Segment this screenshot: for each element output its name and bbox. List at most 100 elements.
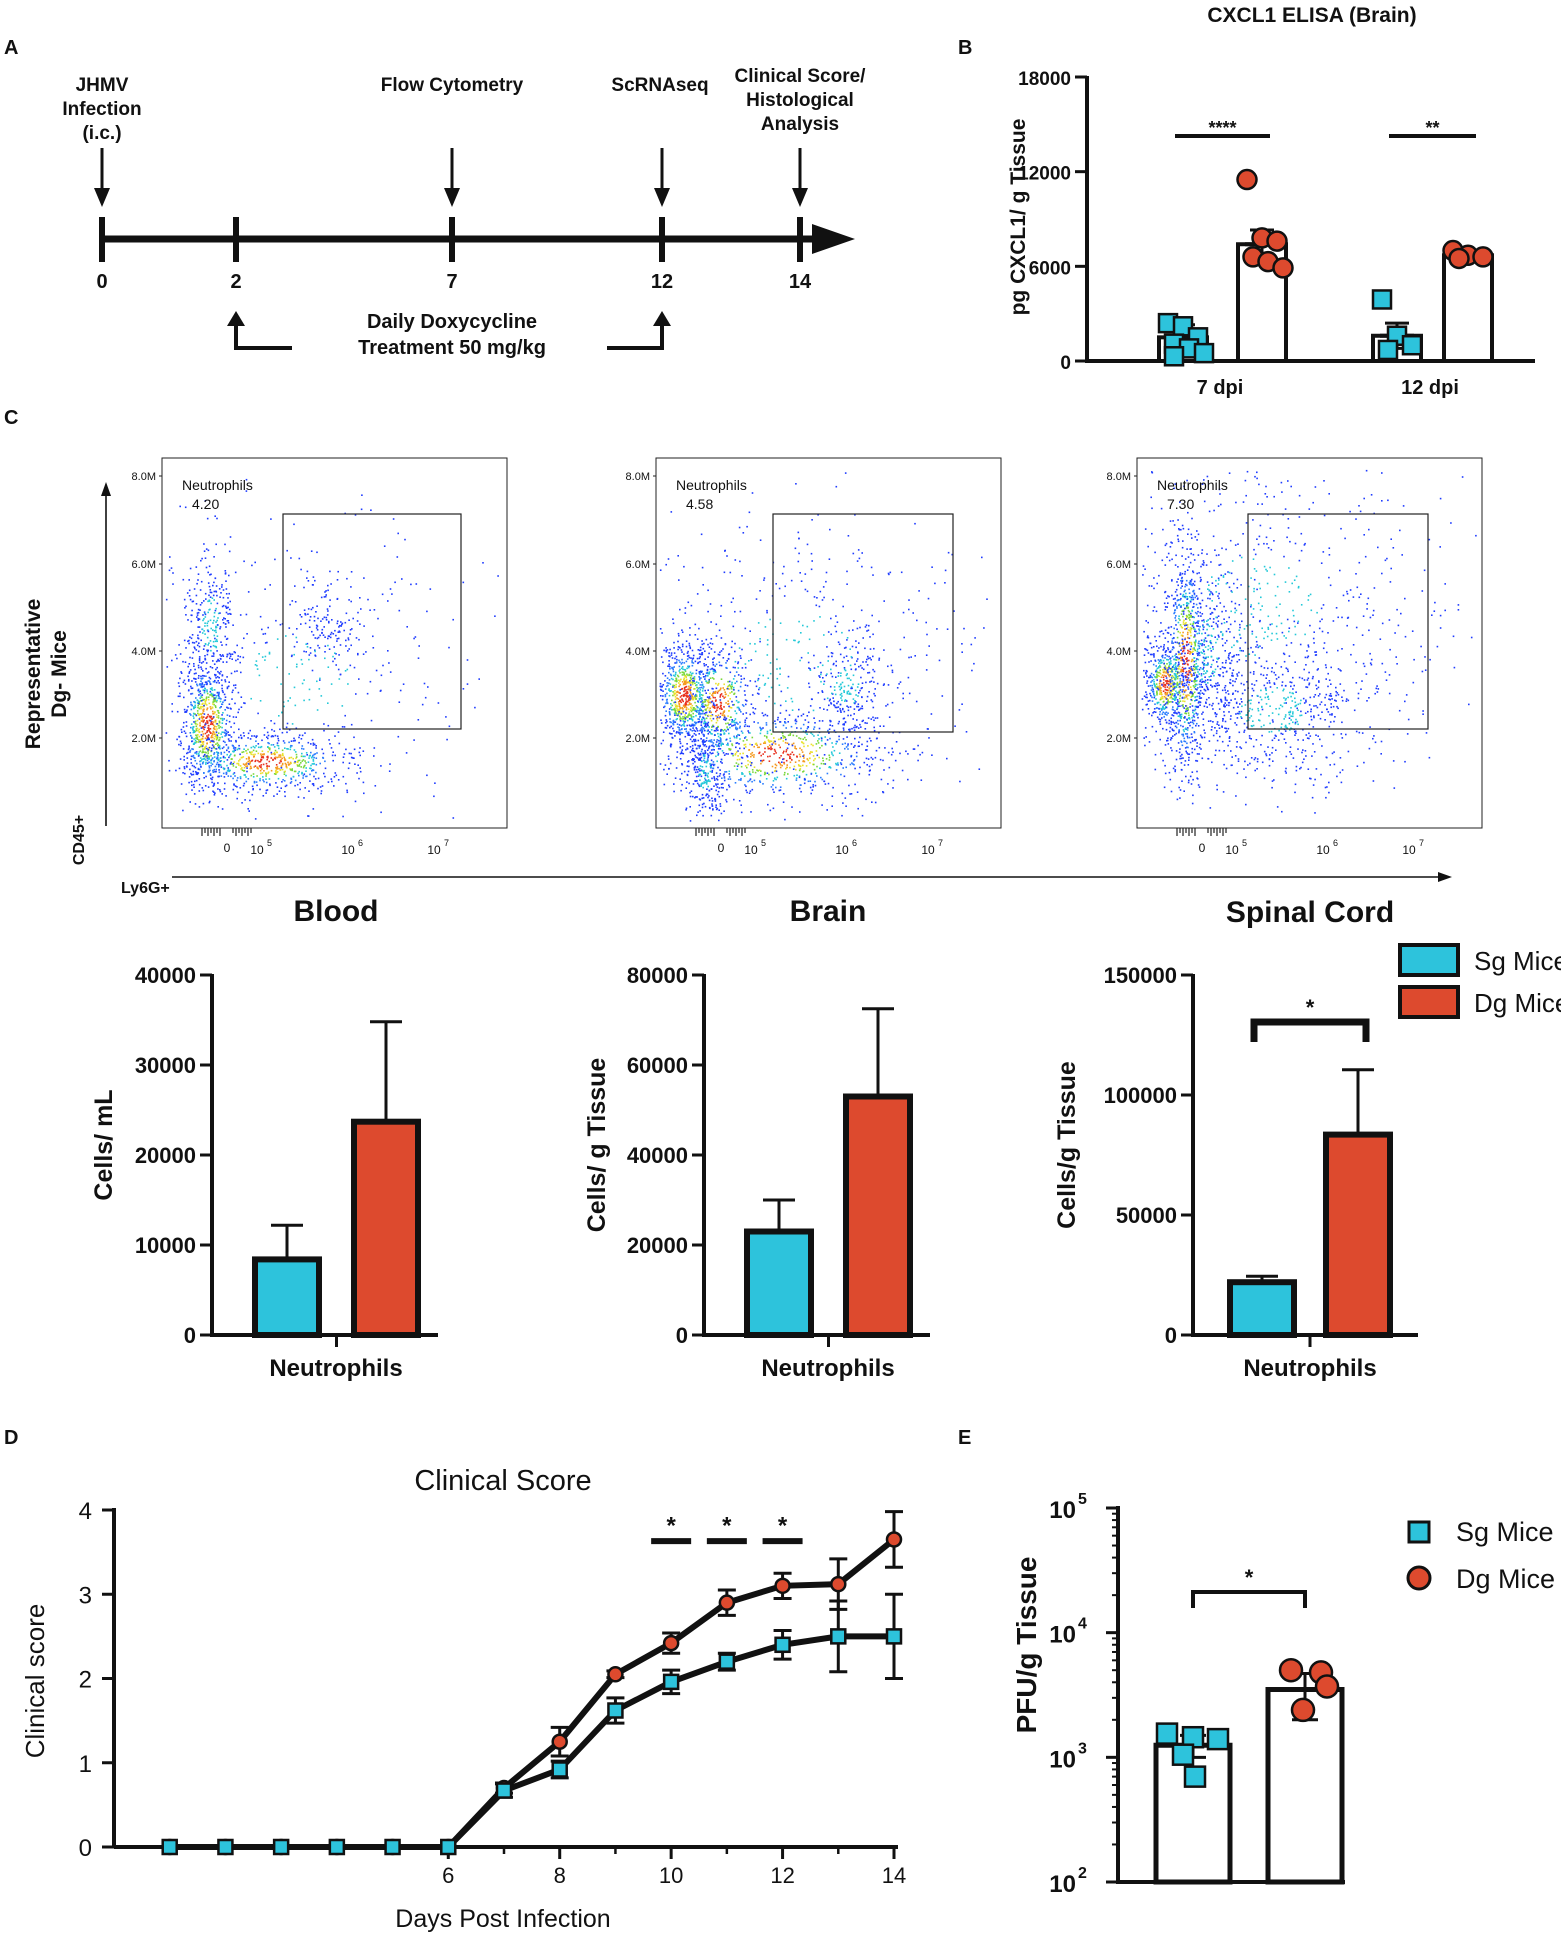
flow-event [213,727,215,729]
flow-event [713,729,716,732]
flow-event [733,765,736,767]
flow-event [791,743,793,746]
flow-event [713,777,716,780]
flow-event [692,654,695,657]
flow-event [744,719,747,721]
flow-event [715,728,718,730]
flow-event [216,602,219,605]
flow-event [332,751,334,753]
flow-event [213,556,215,558]
flow-event [882,791,884,793]
flow-event [974,637,976,639]
flow-event [223,718,225,720]
flow-event [736,680,738,683]
cxcl1-chart: CXCL1 ELISA (Brain) pg CXCL1/ g Tissue 7… [1007,4,1535,399]
flow-event [223,776,226,778]
flow-event [851,656,853,659]
flow-event [861,696,863,698]
flow-event [266,756,269,758]
tl-down-arrowhead-1 [444,188,460,207]
cxcl1-point-0-0-5 [1193,342,1215,364]
flow-event [291,768,293,770]
flow-event [669,718,671,720]
flow-event [824,742,827,745]
flow-event [674,707,676,710]
flow-event [708,747,710,750]
flow-event [274,756,277,759]
flow-event [193,677,195,680]
flow-event [704,777,706,780]
flow-event [227,606,229,609]
flow-event [765,778,768,780]
flow-event [834,693,837,696]
flow-event [813,620,815,622]
flow-event [662,731,665,733]
flow-event [680,725,683,727]
flow-event [413,739,415,741]
flow-event [215,736,218,738]
flow-event [739,610,742,613]
flow-event [183,766,186,768]
flow-event [276,666,278,669]
flow-event [739,685,742,688]
flow-event [684,686,687,688]
flow-event [842,738,845,740]
flow-event [700,705,703,708]
flow-event [1174,678,1177,680]
flow-event [720,786,723,789]
flow-event [199,631,201,633]
flow-event [788,714,791,716]
flow-event [669,713,671,716]
flow-event [298,741,300,744]
flow-event [703,734,705,736]
flow-event [704,675,707,678]
flow-event [826,739,829,741]
flow-event [697,682,700,684]
flow-event [206,759,209,762]
flow-event [713,668,716,671]
flow-event [699,765,702,767]
flow-event [672,694,674,697]
flow-event [737,662,739,665]
flow-event [787,675,790,678]
flow-event [186,752,188,755]
flow-event [224,543,226,546]
flow-event [321,748,323,751]
flow-event [783,763,786,765]
flow-event [669,668,671,670]
flow-event [688,734,691,736]
flow-event [711,769,714,772]
flow-event [220,775,223,777]
flow-event [662,690,664,692]
flow-event [200,695,202,697]
flow-event [183,708,186,711]
flow-event [847,743,849,745]
flow-event [665,647,667,649]
flow-event [676,694,678,696]
flow-event [874,688,876,690]
flow-event [262,756,265,759]
flow-event [699,670,702,673]
flow-event [233,772,236,774]
flow-event [740,657,742,659]
flow-event [788,743,790,746]
flow-event [370,719,373,722]
flow-event [738,758,741,761]
flow-event [193,588,196,590]
flow-event [753,745,755,748]
flow-event [694,623,697,626]
flow-event [701,683,704,686]
flow-ytick-1-1: 6.0M [626,559,650,571]
flow-event [266,767,268,769]
flow-event [333,646,335,648]
flow-event [883,649,885,651]
flow-event [210,759,212,761]
flow-event [858,745,860,747]
flow-event [680,728,683,731]
flow-event [867,657,870,660]
flow-event [858,708,861,711]
flow-event [694,730,697,732]
flow-event [719,696,721,698]
flow-event [848,728,850,731]
flow-event [726,687,728,690]
